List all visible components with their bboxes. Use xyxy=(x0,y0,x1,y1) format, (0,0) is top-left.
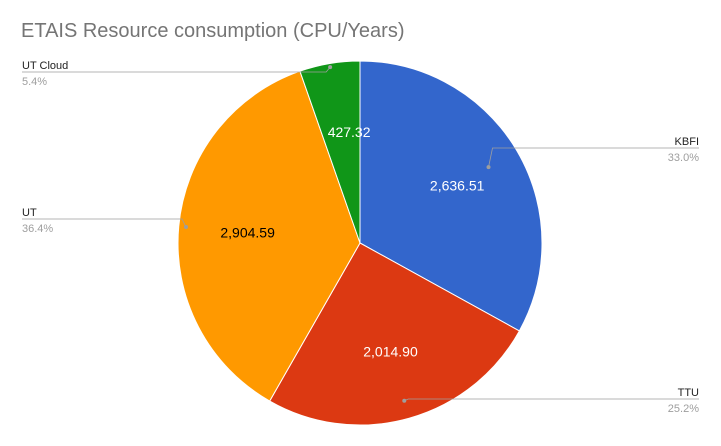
callout-percent-kbfi: 33.0% xyxy=(668,152,699,164)
callout-dot-ut xyxy=(184,225,189,230)
callout-percent-ttu: 25.2% xyxy=(668,403,699,415)
pie-slices xyxy=(177,60,543,426)
callout-name-ut: UT xyxy=(22,207,37,219)
callout-name-kbfi: KBFI xyxy=(675,136,699,148)
callout-line-kbfi xyxy=(488,147,699,168)
callout-line-ut xyxy=(22,218,187,228)
slice-value-label-ut: 2,904.59 xyxy=(220,225,275,241)
slice-value-label-kbfi: 2,636.51 xyxy=(430,178,485,194)
callout-percent-ut: 36.4% xyxy=(22,223,53,235)
callout-name-ut-cloud: UT Cloud xyxy=(22,60,68,72)
callout-dot-kbfi xyxy=(486,165,491,170)
slice-value-label-ut-cloud: 427.32 xyxy=(328,124,371,140)
callout-name-ttu: TTU xyxy=(678,387,699,399)
pie-slice-ut xyxy=(177,70,361,402)
callout-dot-ut-cloud xyxy=(328,65,333,70)
chart-title: ETAIS Resource consumption (CPU/Years) xyxy=(21,20,405,42)
pie-slice-kbfi xyxy=(359,60,543,332)
callout-line-ut-cloud xyxy=(22,66,331,73)
callout-percent-ut-cloud: 5.4% xyxy=(22,76,47,88)
slice-value-label-ttu: 2,014.90 xyxy=(363,344,418,360)
callout-labels: KBFI 33.0% TTU 25.2% UT 36.4% UT Cloud 5.4% xyxy=(22,60,699,415)
pie-slice-ttu xyxy=(269,242,521,426)
callout-dot-ttu xyxy=(402,398,407,403)
pie-slice-ut-cloud xyxy=(299,60,361,244)
slice-value-labels: 2,636.51 2,014.90 2,904.59 427.32 xyxy=(220,124,484,360)
